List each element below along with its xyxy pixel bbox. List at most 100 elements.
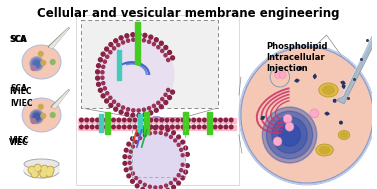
Circle shape <box>112 118 115 122</box>
Circle shape <box>149 125 153 129</box>
Circle shape <box>141 129 144 132</box>
Circle shape <box>127 39 130 42</box>
Circle shape <box>31 119 36 123</box>
Circle shape <box>41 165 48 173</box>
Circle shape <box>101 71 104 74</box>
Circle shape <box>38 51 43 56</box>
Circle shape <box>138 118 142 122</box>
Bar <box>144 112 149 134</box>
Circle shape <box>128 161 131 164</box>
Circle shape <box>128 118 131 122</box>
Circle shape <box>41 113 46 118</box>
Circle shape <box>166 128 170 132</box>
Ellipse shape <box>24 159 59 169</box>
Circle shape <box>224 118 228 122</box>
Circle shape <box>177 135 181 139</box>
Circle shape <box>132 38 135 41</box>
Circle shape <box>102 65 105 68</box>
Circle shape <box>129 150 132 153</box>
Circle shape <box>85 125 89 129</box>
Circle shape <box>131 113 135 117</box>
Circle shape <box>192 118 196 122</box>
Circle shape <box>261 117 264 119</box>
Circle shape <box>96 70 100 74</box>
Circle shape <box>342 85 345 88</box>
Circle shape <box>101 94 105 98</box>
Bar <box>78 118 236 123</box>
Circle shape <box>42 167 47 171</box>
Circle shape <box>105 47 109 51</box>
Circle shape <box>165 133 167 136</box>
Circle shape <box>137 113 141 117</box>
Circle shape <box>181 140 184 144</box>
Circle shape <box>29 167 34 173</box>
Circle shape <box>274 71 281 78</box>
Circle shape <box>98 58 102 62</box>
Ellipse shape <box>24 164 59 178</box>
Circle shape <box>105 99 109 103</box>
Circle shape <box>164 46 168 50</box>
Circle shape <box>109 96 112 99</box>
Circle shape <box>159 131 162 134</box>
Circle shape <box>117 125 121 129</box>
Circle shape <box>143 39 146 42</box>
Circle shape <box>143 113 147 117</box>
Circle shape <box>117 103 120 107</box>
Circle shape <box>123 155 127 159</box>
Circle shape <box>144 125 147 129</box>
Circle shape <box>30 110 43 124</box>
Circle shape <box>157 46 160 49</box>
Circle shape <box>273 137 282 146</box>
Ellipse shape <box>22 45 61 79</box>
Circle shape <box>296 79 298 82</box>
Circle shape <box>80 125 83 129</box>
Text: SCA: SCA <box>11 35 27 44</box>
Circle shape <box>127 108 130 111</box>
Circle shape <box>285 122 294 131</box>
Circle shape <box>310 109 319 118</box>
Circle shape <box>171 125 174 129</box>
Circle shape <box>241 47 373 183</box>
Circle shape <box>155 125 158 129</box>
Circle shape <box>159 186 162 189</box>
Circle shape <box>128 125 131 129</box>
Circle shape <box>160 126 164 130</box>
Circle shape <box>139 180 142 183</box>
Text: SCA: SCA <box>11 84 27 93</box>
Circle shape <box>172 131 175 135</box>
Circle shape <box>153 126 157 129</box>
Circle shape <box>132 172 135 175</box>
Circle shape <box>176 118 179 122</box>
Ellipse shape <box>323 86 334 94</box>
Circle shape <box>97 64 100 68</box>
Circle shape <box>187 125 190 129</box>
Circle shape <box>169 182 172 184</box>
Circle shape <box>160 125 163 129</box>
Circle shape <box>38 104 43 109</box>
Circle shape <box>137 109 140 112</box>
Circle shape <box>165 125 169 129</box>
Circle shape <box>219 118 222 122</box>
Circle shape <box>213 125 217 129</box>
Circle shape <box>96 125 99 129</box>
Circle shape <box>154 131 157 134</box>
Circle shape <box>112 100 116 103</box>
Circle shape <box>97 82 100 86</box>
Circle shape <box>149 132 152 135</box>
Circle shape <box>112 125 115 129</box>
Circle shape <box>135 177 138 180</box>
Circle shape <box>152 104 155 108</box>
Circle shape <box>149 111 153 115</box>
Circle shape <box>333 99 336 102</box>
Circle shape <box>181 125 185 129</box>
Bar <box>132 117 185 177</box>
Circle shape <box>101 52 105 56</box>
Circle shape <box>130 137 134 141</box>
Circle shape <box>85 118 89 122</box>
Circle shape <box>137 38 140 41</box>
Circle shape <box>157 101 160 104</box>
Circle shape <box>219 125 222 129</box>
Circle shape <box>147 40 151 43</box>
Circle shape <box>165 184 167 187</box>
Text: SCA: SCA <box>9 35 26 44</box>
